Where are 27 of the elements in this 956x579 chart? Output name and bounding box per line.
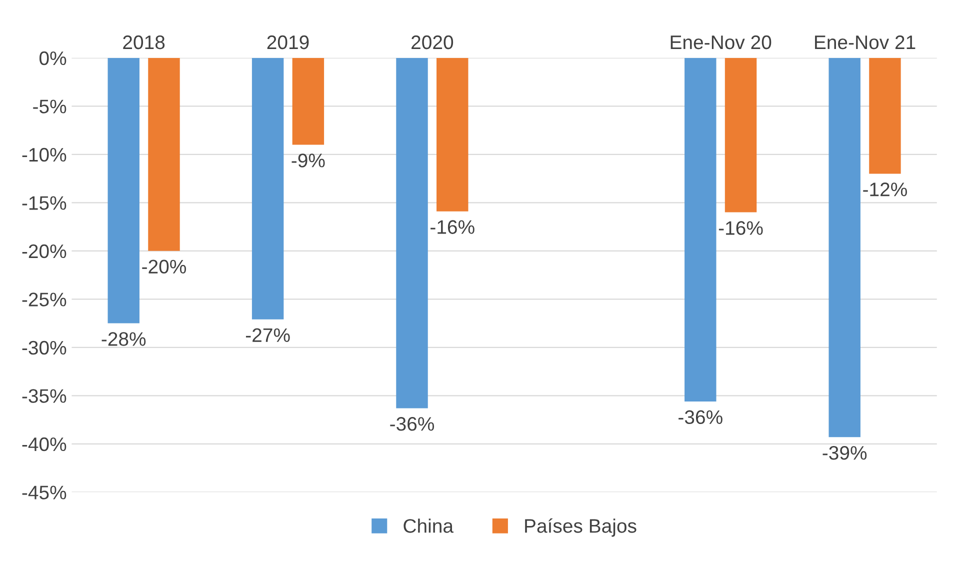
legend-label: China: [404, 518, 454, 533]
y-tick-label: -20%: [22, 244, 66, 258]
legend-label: Países Bajos: [525, 518, 636, 537]
data-label: -16%: [430, 220, 474, 234]
data-label: -9%: [292, 154, 325, 168]
y-tick-label: -35%: [22, 389, 66, 403]
data-label: -28%: [102, 332, 146, 346]
x-tick-label: 2018: [123, 35, 165, 50]
x-tick-label: 2019: [267, 35, 309, 50]
y-tick-label: 0%: [39, 51, 66, 66]
data-label: -36%: [678, 410, 722, 424]
data-label: -36%: [390, 417, 434, 431]
y-tick-label: -25%: [22, 292, 66, 306]
x-tick-label: Ene-Nov 20: [670, 35, 772, 50]
y-tick-label: -5%: [33, 100, 66, 114]
data-label: -20%: [142, 260, 186, 274]
y-tick-label: -45%: [22, 486, 66, 500]
y-tick-label: -10%: [22, 148, 66, 162]
data-label: -27%: [246, 328, 290, 342]
data-label: -12%: [863, 182, 907, 196]
data-label: -16%: [718, 221, 763, 235]
x-tick-label: 2020: [412, 35, 454, 50]
y-tick-label: -15%: [22, 196, 66, 210]
x-tick-label: Ene-Nov 21: [815, 35, 916, 50]
y-tick-label: -30%: [22, 340, 66, 355]
y-tick-label: -40%: [22, 437, 66, 452]
data-label: -39%: [822, 446, 867, 460]
